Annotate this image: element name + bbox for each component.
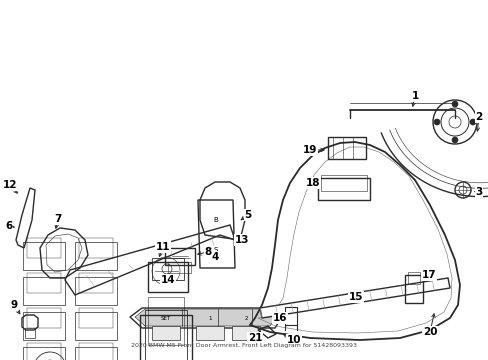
Bar xyxy=(231,326,260,340)
Text: 9: 9 xyxy=(10,300,18,310)
Text: 18: 18 xyxy=(305,178,320,188)
Circle shape xyxy=(451,137,457,143)
Bar xyxy=(404,275,422,303)
Text: 19: 19 xyxy=(302,145,317,155)
Text: 12: 12 xyxy=(3,180,17,190)
Bar xyxy=(27,238,61,258)
Bar xyxy=(27,273,61,293)
Bar xyxy=(23,312,65,340)
Text: 11: 11 xyxy=(156,242,170,252)
Text: 8: 8 xyxy=(204,247,211,257)
Bar xyxy=(148,262,187,292)
Bar xyxy=(285,307,296,325)
Bar xyxy=(140,315,192,360)
Circle shape xyxy=(469,119,475,125)
Bar xyxy=(23,347,65,360)
Text: 5: 5 xyxy=(244,210,251,220)
Bar xyxy=(79,308,113,328)
Bar xyxy=(23,277,65,305)
Text: 10: 10 xyxy=(286,335,301,345)
Text: 2: 2 xyxy=(474,112,482,122)
Text: S: S xyxy=(213,247,218,253)
Text: 2: 2 xyxy=(244,316,247,321)
Circle shape xyxy=(433,119,439,125)
Text: 21: 21 xyxy=(247,333,262,343)
Bar xyxy=(23,242,65,270)
Bar xyxy=(27,308,61,328)
Text: 4: 4 xyxy=(211,252,218,262)
Bar xyxy=(79,238,113,258)
Text: 6: 6 xyxy=(5,221,13,231)
Bar xyxy=(27,343,61,360)
Text: 13: 13 xyxy=(234,235,249,245)
Circle shape xyxy=(451,101,457,107)
Bar xyxy=(79,343,113,360)
Text: SET: SET xyxy=(161,316,171,321)
Text: 3: 3 xyxy=(474,187,482,197)
Polygon shape xyxy=(260,278,449,318)
Text: 16: 16 xyxy=(272,313,286,323)
Text: 2020 BMW M5 Front Door Armrest, Front Left Diagram for 51428093393: 2020 BMW M5 Front Door Armrest, Front Le… xyxy=(131,343,356,348)
Text: B: B xyxy=(213,217,218,223)
Bar xyxy=(152,326,180,340)
Bar xyxy=(407,272,419,284)
Text: 17: 17 xyxy=(421,270,435,280)
Bar xyxy=(75,347,117,360)
Bar xyxy=(75,277,117,305)
Bar xyxy=(152,258,183,280)
Bar xyxy=(317,178,369,200)
Bar xyxy=(148,297,183,345)
Bar xyxy=(75,242,117,270)
Text: 15: 15 xyxy=(348,292,363,302)
Bar xyxy=(25,328,35,338)
Text: 1: 1 xyxy=(208,316,211,321)
Text: 1: 1 xyxy=(410,91,418,101)
Bar xyxy=(168,262,191,273)
Bar xyxy=(327,137,365,159)
Text: 14: 14 xyxy=(161,275,175,285)
Bar xyxy=(196,326,224,340)
Bar xyxy=(75,312,117,340)
Bar xyxy=(145,310,186,360)
Text: 7: 7 xyxy=(54,214,61,224)
Polygon shape xyxy=(135,309,275,326)
Bar xyxy=(320,175,366,191)
Bar xyxy=(79,273,113,293)
Text: 20: 20 xyxy=(422,327,436,337)
